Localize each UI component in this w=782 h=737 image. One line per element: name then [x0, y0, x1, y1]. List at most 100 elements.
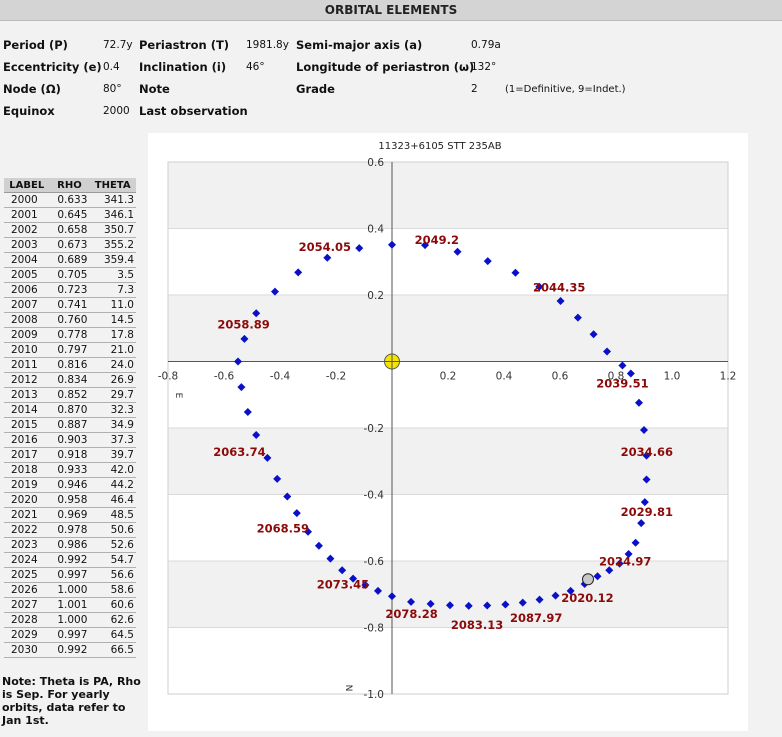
cell-rho: 0.870	[49, 402, 90, 418]
east-label: E	[173, 393, 183, 399]
table-body: 2000 0.633 341.3 2001 0.645 346.1 2002 0.658 350…	[4, 192, 136, 658]
orbit-point	[314, 541, 323, 550]
orbit-point	[535, 595, 544, 604]
cell-theta: 37.3	[89, 432, 136, 448]
chart-panel: -0.8 -0.6 -0.4 -0.2 0.2 0.4 0.6 0.8 1.0 1.2 0.6 0.4…	[148, 133, 748, 731]
orbit-point	[326, 554, 335, 563]
table-row: 2006 0.723 7.3	[4, 282, 136, 298]
cell-label: 2019	[4, 477, 50, 493]
orbit-point	[642, 475, 651, 484]
x-tick-label: 1.0	[664, 371, 681, 383]
cell-theta: 60.6	[89, 597, 136, 613]
chart-grid	[167, 161, 729, 695]
table-row: 2018 0.933 42.0	[4, 462, 136, 478]
orbit-point	[283, 492, 292, 501]
cell-label: 2027	[4, 597, 50, 613]
orbit-point	[637, 519, 646, 528]
table-header-row: LABEL RHO THETA	[4, 178, 136, 193]
eccentricity-label: Eccentricity (e)	[3, 60, 102, 74]
epoch-label: 2073.45	[317, 577, 369, 591]
orbit-point	[631, 538, 640, 547]
chart-band	[168, 428, 728, 495]
chart-band	[168, 561, 728, 628]
cell-rho: 0.760	[49, 312, 90, 328]
table-row: 2027 1.001 60.6	[4, 597, 136, 613]
y-tick-label: -1.0	[364, 689, 385, 701]
cell-rho: 0.816	[49, 357, 90, 373]
chart-band	[168, 295, 728, 362]
orbit-point	[556, 296, 565, 305]
orbit-point	[453, 247, 462, 256]
table-row: 2026 1.000 58.6	[4, 582, 136, 598]
longitude-value: 132°	[471, 61, 497, 73]
cell-label: 2023	[4, 537, 50, 553]
inclination-label: Inclination (i)	[139, 60, 227, 74]
orbit-markers	[384, 353, 594, 586]
orbit-points	[234, 240, 651, 610]
cell-label: 2009	[4, 327, 50, 343]
orbit-point	[615, 559, 624, 568]
semimajor-label: Semi-major axis (a)	[296, 38, 423, 52]
table-row: 2010 0.797 21.0	[4, 342, 136, 358]
epoch-label: 2039.51	[596, 376, 648, 390]
cell-theta: 48.5	[89, 507, 136, 523]
cell-rho: 0.887	[49, 417, 90, 433]
epoch-label: 2020.12	[561, 591, 613, 605]
orbit-point	[642, 451, 651, 460]
column-header-rho: RHO	[49, 178, 90, 193]
orbit-point	[426, 599, 435, 608]
cell-rho: 1.000	[49, 612, 90, 628]
orbit-point	[243, 408, 252, 417]
cell-rho: 0.933	[49, 462, 90, 478]
orbit-point	[388, 240, 396, 249]
orbit-point	[551, 591, 560, 600]
cell-rho: 0.852	[49, 387, 90, 403]
chart-band	[168, 162, 728, 229]
orbit-point	[624, 550, 633, 559]
cell-theta: 24.0	[89, 357, 136, 373]
cell-label: 2004	[4, 252, 50, 268]
orbit-point	[483, 257, 492, 266]
cell-label: 2030	[4, 642, 50, 658]
x-tick-label: -0.4	[270, 371, 291, 383]
x-tick-label: 1.2	[720, 371, 737, 383]
cell-label: 2007	[4, 297, 50, 313]
cell-label: 2018	[4, 462, 50, 478]
y-tick-label: 0.6	[367, 157, 384, 169]
cell-theta: 341.3	[89, 192, 136, 208]
table-row: 2025 0.997 56.6	[4, 567, 136, 583]
cell-theta: 26.9	[89, 372, 136, 388]
node-value: 80°	[103, 83, 122, 95]
x-tick-label: -0.8	[158, 371, 179, 383]
periastron-value: 1981.8y	[246, 39, 289, 51]
table-row: 2023 0.986 52.6	[4, 537, 136, 553]
cell-label: 2028	[4, 612, 50, 628]
orbit-point	[566, 586, 575, 595]
orbit-point	[445, 601, 454, 610]
cell-theta: 44.2	[89, 477, 136, 493]
orbit-point	[640, 498, 649, 507]
cell-label: 2026	[4, 582, 50, 598]
cell-rho: 0.992	[49, 552, 90, 568]
orbit-point	[323, 253, 332, 262]
orbit-point	[273, 474, 282, 483]
table-row: 2016 0.903 37.3	[4, 432, 136, 448]
cell-label: 2021	[4, 507, 50, 523]
cell-label: 2024	[4, 552, 50, 568]
table-row: 2007 0.741 11.0	[4, 297, 136, 313]
epoch-label: 2083.13	[451, 618, 503, 632]
orbit-point	[237, 383, 246, 392]
table-row: 2024 0.992 54.7	[4, 552, 136, 568]
orbit-point	[270, 287, 279, 296]
table-row: 2009 0.778 17.8	[4, 327, 136, 343]
y-tick-label: 0.4	[367, 224, 384, 236]
cell-rho: 0.997	[49, 627, 90, 643]
cell-rho: 1.000	[49, 582, 90, 598]
table-row: 2014 0.870 32.3	[4, 402, 136, 418]
cell-rho: 0.918	[49, 447, 90, 463]
period-value: 72.7y	[103, 39, 133, 51]
epoch-label: 2058.89	[217, 317, 269, 331]
orbit-point	[374, 586, 382, 595]
cell-theta: 355.2	[89, 237, 136, 253]
cell-rho: 0.958	[49, 492, 90, 508]
